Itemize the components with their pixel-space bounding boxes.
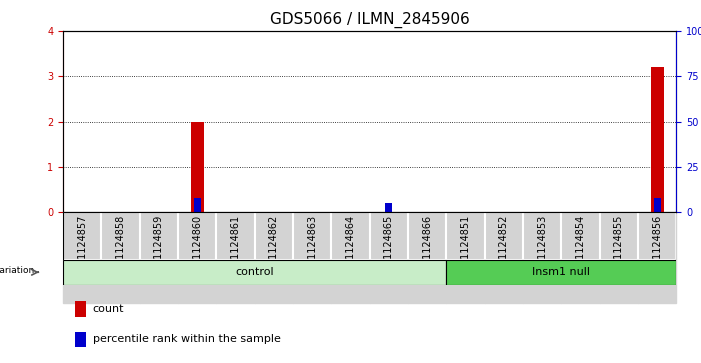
Text: GSM1124859: GSM1124859	[154, 215, 164, 280]
Text: GSM1124856: GSM1124856	[653, 215, 662, 280]
Bar	[447, 260, 676, 285]
Bar	[370, 212, 408, 260]
Bar	[600, 212, 638, 303]
Text: GSM1124862: GSM1124862	[269, 215, 279, 280]
Bar	[254, 212, 293, 260]
Bar	[293, 212, 332, 303]
Bar	[332, 212, 370, 260]
Bar	[600, 212, 638, 260]
Text: GSM1124851: GSM1124851	[461, 215, 470, 280]
Text: GSM1124852: GSM1124852	[499, 215, 509, 280]
Text: Insm1 null: Insm1 null	[533, 267, 590, 277]
Text: GSM1124861: GSM1124861	[231, 215, 240, 280]
Bar	[370, 212, 408, 303]
Bar	[76, 301, 86, 317]
Text: count: count	[93, 304, 124, 314]
Text: GSM1124858: GSM1124858	[116, 215, 125, 280]
Bar	[76, 332, 86, 347]
Text: GSM1124863: GSM1124863	[307, 215, 318, 280]
Bar	[654, 198, 661, 212]
Text: GSM1124855: GSM1124855	[614, 215, 624, 280]
Bar	[447, 212, 485, 303]
Text: GSM1124854: GSM1124854	[576, 215, 585, 280]
Bar	[63, 260, 447, 285]
Bar	[139, 212, 178, 260]
Bar	[651, 67, 664, 212]
Bar	[523, 212, 562, 260]
Bar	[408, 212, 447, 303]
Bar	[485, 212, 523, 260]
Text: GSM1124860: GSM1124860	[192, 215, 203, 280]
Bar	[562, 212, 600, 260]
Bar	[254, 212, 293, 303]
Bar	[485, 212, 523, 303]
Bar	[408, 212, 447, 260]
Bar	[293, 212, 332, 260]
Text: GSM1124865: GSM1124865	[384, 215, 394, 280]
Bar	[63, 212, 102, 303]
Bar	[102, 212, 139, 260]
Bar	[191, 122, 204, 212]
Title: GDS5066 / ILMN_2845906: GDS5066 / ILMN_2845906	[270, 12, 470, 28]
Text: GSM1124857: GSM1124857	[77, 215, 87, 280]
Bar	[217, 212, 254, 303]
Bar	[562, 212, 600, 303]
Bar	[386, 203, 393, 212]
Text: GSM1124866: GSM1124866	[422, 215, 433, 280]
Bar	[63, 212, 102, 260]
Text: genotype/variation: genotype/variation	[0, 266, 35, 276]
Text: GSM1124864: GSM1124864	[346, 215, 355, 280]
Text: control: control	[236, 267, 274, 277]
Bar	[178, 212, 217, 303]
Bar	[139, 212, 178, 303]
Bar	[178, 212, 217, 260]
Bar	[193, 198, 200, 212]
Bar	[638, 212, 676, 303]
Bar	[638, 212, 676, 260]
Text: GSM1124853: GSM1124853	[537, 215, 547, 280]
Bar	[447, 212, 485, 260]
Bar	[217, 212, 254, 260]
Bar	[523, 212, 562, 303]
Bar	[102, 212, 139, 303]
Bar	[332, 212, 370, 303]
Text: percentile rank within the sample: percentile rank within the sample	[93, 334, 280, 344]
